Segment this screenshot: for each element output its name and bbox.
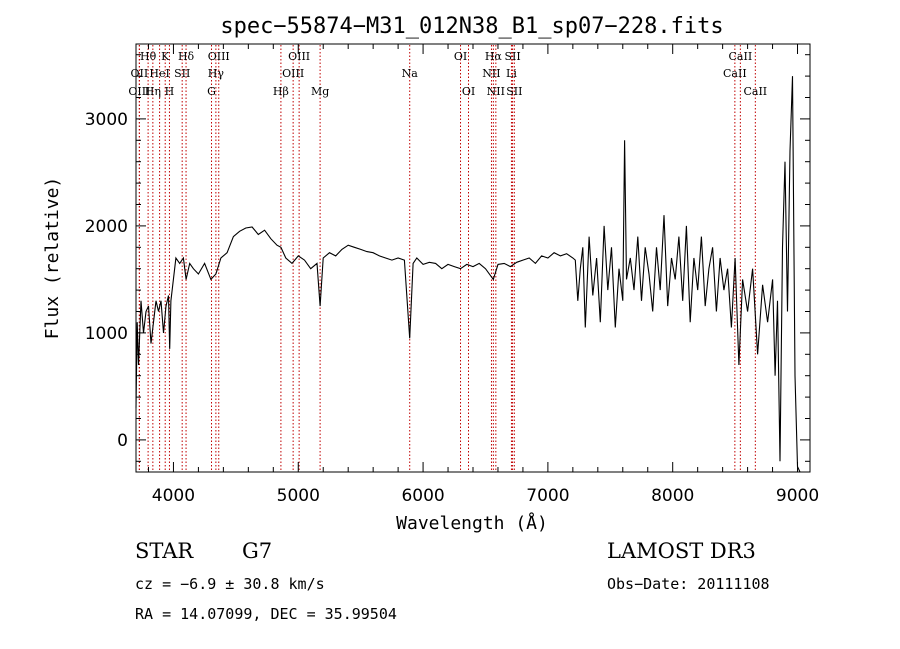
chart-title: spec−55874−M31_012N38_B1_sp07−228.fits	[220, 14, 723, 39]
line-label-11: G	[207, 85, 216, 98]
line-label-20: SII	[504, 50, 520, 63]
line-label-22: Li	[506, 67, 517, 80]
x-tick-label-8000: 8000	[651, 486, 694, 506]
line-label-25: CaII	[729, 50, 753, 63]
x-tick-label-6000: 6000	[401, 486, 444, 506]
line-label-4: HeI	[149, 67, 169, 80]
x-tick-label-5000: 5000	[277, 486, 320, 506]
line-label-1: OII	[131, 67, 149, 80]
x-tick-label-9000: 9000	[776, 486, 819, 506]
line-label-13: OIII	[282, 67, 304, 80]
line-label-5: Hη	[145, 85, 161, 98]
y-tick-label-2000: 2000	[85, 217, 128, 237]
line-label-24: SII	[506, 85, 522, 98]
line-labels: Hθ OII OIII K HeI Hη SII H Hδ OIII Hγ G OIII OIII Hβ Mg…	[128, 50, 767, 98]
line-label-23: NII	[487, 85, 505, 98]
y-axis-label: Flux (relative)	[42, 177, 63, 340]
line-label-12: OIII	[288, 50, 310, 63]
y-tick-label-1000: 1000	[85, 324, 128, 344]
redshift-cz: cz = −6.9 ± 30.8 km/s	[135, 575, 325, 593]
line-label-7: H	[165, 85, 175, 98]
line-label-18: OI	[462, 85, 475, 98]
line-label-0: Hθ	[140, 50, 157, 63]
line-label-8: Hδ	[178, 50, 195, 63]
survey-name: LAMOST DR3	[607, 539, 756, 563]
line-label-10: Hγ	[208, 67, 225, 80]
y-tick-label-0: 0	[117, 431, 128, 451]
line-label-19: Hα	[485, 50, 503, 63]
y-tick-label-3000: 3000	[85, 110, 128, 130]
plot-frame	[135, 43, 811, 473]
line-label-17: OI	[454, 50, 467, 63]
line-label-21: NII	[482, 67, 500, 80]
spectrum-series-line	[135, 76, 803, 473]
line-label-16: Na	[402, 67, 419, 80]
x-axis-ticks: 4000 5000 6000 7000 8000 9000	[147, 44, 819, 506]
line-label-3: K	[161, 50, 170, 63]
x-tick-label-4000: 4000	[152, 486, 195, 506]
object-class: STAR	[135, 539, 194, 563]
line-label-27: CaII	[743, 85, 767, 98]
line-label-14: Hβ	[273, 85, 289, 98]
object-subclass: G7	[242, 539, 272, 563]
x-tick-label-7000: 7000	[526, 486, 569, 506]
ra-dec: RA = 14.07099, DEC = 35.99504	[135, 605, 397, 623]
line-label-15: Mg	[311, 85, 329, 98]
line-markers	[138, 45, 756, 471]
line-label-9: OIII	[208, 50, 230, 63]
x-axis-label: Wavelength (Å)	[396, 512, 548, 534]
line-label-6: SII	[174, 67, 190, 80]
observation-date: Obs−Date: 20111108	[607, 575, 770, 593]
line-label-26: CaII	[723, 67, 747, 80]
y-axis-ticks: 0 1000 2000 3000	[85, 54, 810, 462]
line-label-2: OIII	[128, 85, 150, 98]
